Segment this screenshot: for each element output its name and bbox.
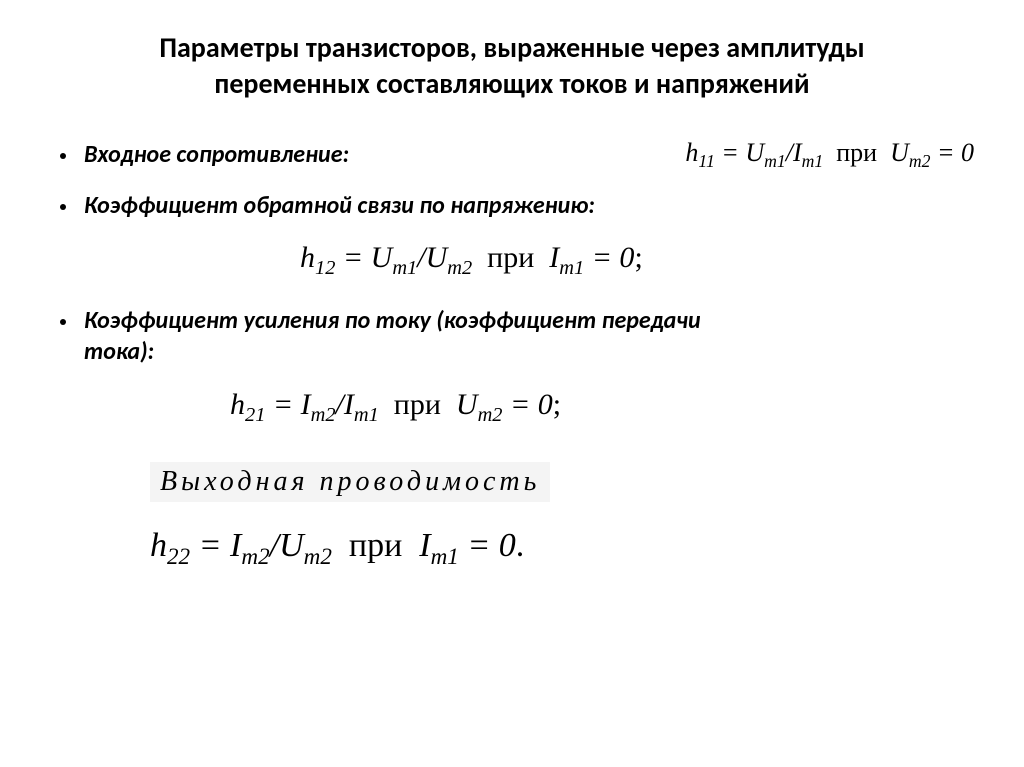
label-feedback: Коэффициент обратной связи по напряжению… — [84, 190, 595, 221]
label-output-conductance: Выходная проводимость — [150, 462, 550, 502]
row-input-resistance: Входное сопротивление: h11 = Um1/Im1 при… — [50, 138, 974, 172]
formula-h21: h21 = Im2/Im1 при Um2 = 0; — [230, 388, 974, 427]
formula-h22: h22 = Im2/Um2 при Im1 = 0. — [150, 527, 974, 571]
formula-h12: h12 = Um1/Um2 при Im1 = 0; — [300, 241, 974, 280]
bullet-icon — [60, 319, 66, 325]
bullet-icon — [60, 153, 66, 159]
bullet-icon — [60, 204, 66, 210]
row-feedback: Коэффициент обратной связи по напряжению… — [50, 190, 974, 221]
formula-h11: h11 = Um1/Im1 при Um2 = 0 — [685, 138, 974, 172]
label-current-gain: Коэффициент усиления по току (коэффициен… — [84, 305, 704, 367]
slide-title: Параметры транзисторов, выраженные через… — [50, 30, 974, 103]
row-current-gain: Коэффициент усиления по току (коэффициен… — [50, 305, 974, 367]
label-input-resistance: Входное сопротивление: — [84, 139, 349, 170]
